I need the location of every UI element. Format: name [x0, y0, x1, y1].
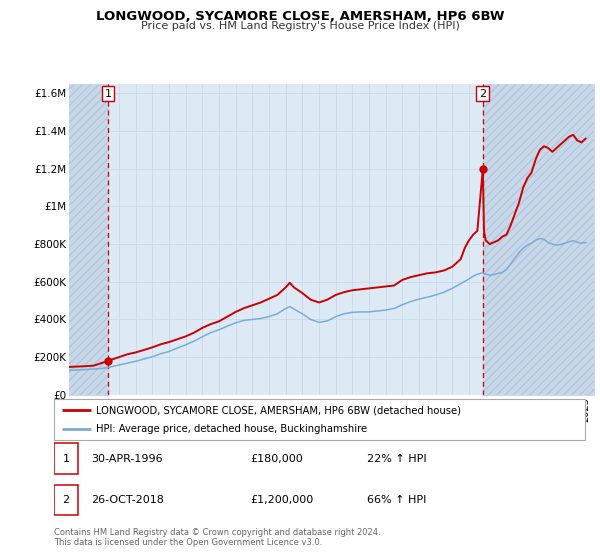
Text: 2: 2: [62, 495, 70, 505]
Text: 1: 1: [62, 454, 70, 464]
FancyBboxPatch shape: [54, 443, 78, 474]
Text: £180,000: £180,000: [250, 454, 303, 464]
Text: LONGWOOD, SYCAMORE CLOSE, AMERSHAM, HP6 6BW: LONGWOOD, SYCAMORE CLOSE, AMERSHAM, HP6 …: [96, 10, 504, 23]
FancyBboxPatch shape: [54, 484, 78, 515]
Text: LONGWOOD, SYCAMORE CLOSE, AMERSHAM, HP6 6BW (detached house): LONGWOOD, SYCAMORE CLOSE, AMERSHAM, HP6 …: [97, 405, 461, 415]
Text: 30-APR-1996: 30-APR-1996: [91, 454, 163, 464]
Text: 26-OCT-2018: 26-OCT-2018: [91, 495, 164, 505]
Text: £1,200,000: £1,200,000: [250, 495, 314, 505]
Text: 1: 1: [104, 88, 112, 99]
Text: Price paid vs. HM Land Registry's House Price Index (HPI): Price paid vs. HM Land Registry's House …: [140, 21, 460, 31]
FancyBboxPatch shape: [54, 399, 585, 440]
Text: 22% ↑ HPI: 22% ↑ HPI: [367, 454, 427, 464]
Bar: [69, 84, 108, 395]
Text: Contains HM Land Registry data © Crown copyright and database right 2024.
This d: Contains HM Land Registry data © Crown c…: [54, 528, 380, 547]
Text: 2: 2: [479, 88, 487, 99]
Text: 66% ↑ HPI: 66% ↑ HPI: [367, 495, 427, 505]
Bar: [483, 84, 594, 395]
Text: HPI: Average price, detached house, Buckinghamshire: HPI: Average price, detached house, Buck…: [97, 424, 368, 433]
